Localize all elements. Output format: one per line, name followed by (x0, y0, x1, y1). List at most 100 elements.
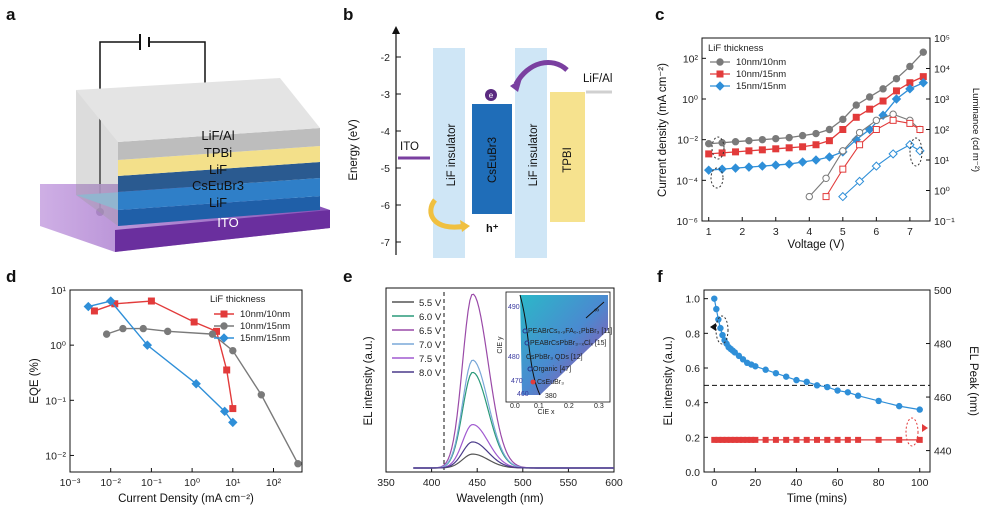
legend-label: 7.5 V (419, 354, 442, 365)
data-point (824, 383, 831, 391)
data-point (825, 125, 834, 134)
data-point (906, 62, 914, 71)
tick-label: 0.8 (685, 328, 700, 340)
data-point (855, 436, 862, 443)
data-point (872, 126, 880, 133)
data-point (719, 436, 726, 443)
c-annotation-ellipse (909, 137, 923, 167)
data-point (839, 165, 847, 173)
tick-label: 80 (873, 477, 885, 489)
data-point (895, 402, 903, 410)
data-point (730, 163, 741, 173)
data-point (745, 136, 753, 145)
data-point (916, 126, 924, 133)
d-x-ticks: 10⁻³ 10⁻² 10⁻¹ 10⁰ 10¹ 10² (60, 468, 282, 489)
data-point (772, 145, 780, 153)
tick-label: 1.0 (685, 294, 700, 306)
tick-label: 1 (706, 226, 712, 238)
cie-note: CsEuBr₃ (537, 379, 564, 386)
legend-label: 7.0 V (419, 340, 442, 351)
f-ylabel-left: EL intensity (a.u.) (663, 336, 675, 425)
data-point (748, 436, 755, 443)
data-point (785, 133, 793, 142)
data-point (190, 318, 198, 326)
legend-label: 6.5 V (419, 326, 442, 337)
tick-label: 10⁰ (184, 477, 201, 489)
c-x-ticks: 1 2 3 4 5 6 7 (706, 217, 913, 238)
data-point (727, 436, 734, 443)
tick-label: 10² (934, 125, 950, 137)
panel-a: a LiF/Al TPBi LiF CsEuBr3 LiF ITO (6, 5, 330, 252)
electron-label: e (489, 91, 494, 100)
f-x-ticks: 0 20 40 60 80 100 (711, 468, 929, 489)
data-point (758, 146, 766, 154)
data-point (718, 149, 726, 157)
tick-label: 10⁻⁴ (676, 175, 698, 187)
data-point (854, 392, 862, 399)
data-point (163, 327, 172, 336)
data-point (905, 84, 915, 94)
cie-infinity: ∞ (594, 307, 599, 314)
data-point (813, 382, 821, 389)
c-ylabel-left: Current density (mA cm⁻²) (657, 63, 669, 197)
tick-label: 10² (266, 477, 282, 489)
data-point (916, 436, 923, 443)
data-point (798, 131, 807, 140)
plot-frame-d (69, 289, 303, 473)
data-point (814, 436, 820, 443)
lif1-label: LiF insulator (446, 124, 458, 187)
data-point (871, 161, 882, 171)
legend-label: 6.0 V (419, 312, 442, 323)
cie-note: PEABrCsPbBr₃₋ₓClₓ [15] (530, 340, 607, 347)
legend-marker (715, 81, 725, 91)
data-point (731, 138, 740, 146)
e-legend: 5.5 V 6.0 V 6.5 V 7.0 V 7.5 V 8.0 V (392, 298, 442, 379)
tick-label: 0.0 (685, 467, 700, 479)
tick-label: -6 (381, 200, 390, 212)
data-point (147, 297, 155, 305)
lifal-label: LiF/Al (583, 73, 612, 85)
e-ylabel: EL intensity (a.u.) (363, 336, 375, 425)
hole-arrow (428, 198, 467, 230)
data-point (772, 436, 779, 443)
e-xlabel: Wavelength (nm) (456, 493, 543, 505)
data-point (102, 330, 111, 338)
data-point (879, 97, 887, 105)
data-point (772, 134, 780, 143)
cie-wl-label: 470 (511, 378, 523, 385)
data-point (844, 436, 851, 443)
tick-label: 0 (711, 477, 717, 489)
cie-planck-line (585, 301, 605, 319)
tpbi-label: TPBI (562, 147, 574, 173)
cie-note: PEABrCs₀.₉FA₀.₁PbBr₃ [11] (528, 328, 613, 335)
cie-xtick: 0.2 (564, 403, 574, 410)
ito-label: ITO (400, 141, 419, 153)
tick-label: 2 (739, 226, 745, 238)
ito-slab-side (115, 210, 330, 252)
panel-label-f: f (657, 267, 663, 286)
data-point (257, 391, 265, 399)
tick-label: 450 (468, 477, 486, 489)
data-point (119, 324, 127, 333)
data-point (740, 436, 747, 443)
cie-locus (519, 294, 541, 396)
layer-lifal-top (76, 78, 320, 142)
data-point (783, 436, 790, 443)
data-point (919, 48, 927, 56)
f-y-ticks-left: 0.0 0.2 0.4 0.6 0.8 1.0 (685, 294, 708, 479)
legend-label: 10nm/15nm (736, 69, 786, 80)
c-ylabel-right: Luminance (cd m⁻²) (970, 88, 981, 172)
arrow-head-icon (510, 78, 522, 92)
data-point (731, 436, 738, 443)
data-point (771, 160, 781, 170)
cie-wl-label: 480 (508, 354, 520, 361)
data-point (711, 295, 718, 302)
data-point (839, 147, 847, 155)
tick-label: 10⁴ (934, 64, 950, 76)
data-point (758, 135, 767, 144)
tick-label: -3 (381, 89, 390, 101)
cie-point (522, 328, 528, 334)
data-point (803, 436, 810, 443)
data-point (782, 373, 790, 380)
c-series (703, 48, 929, 202)
